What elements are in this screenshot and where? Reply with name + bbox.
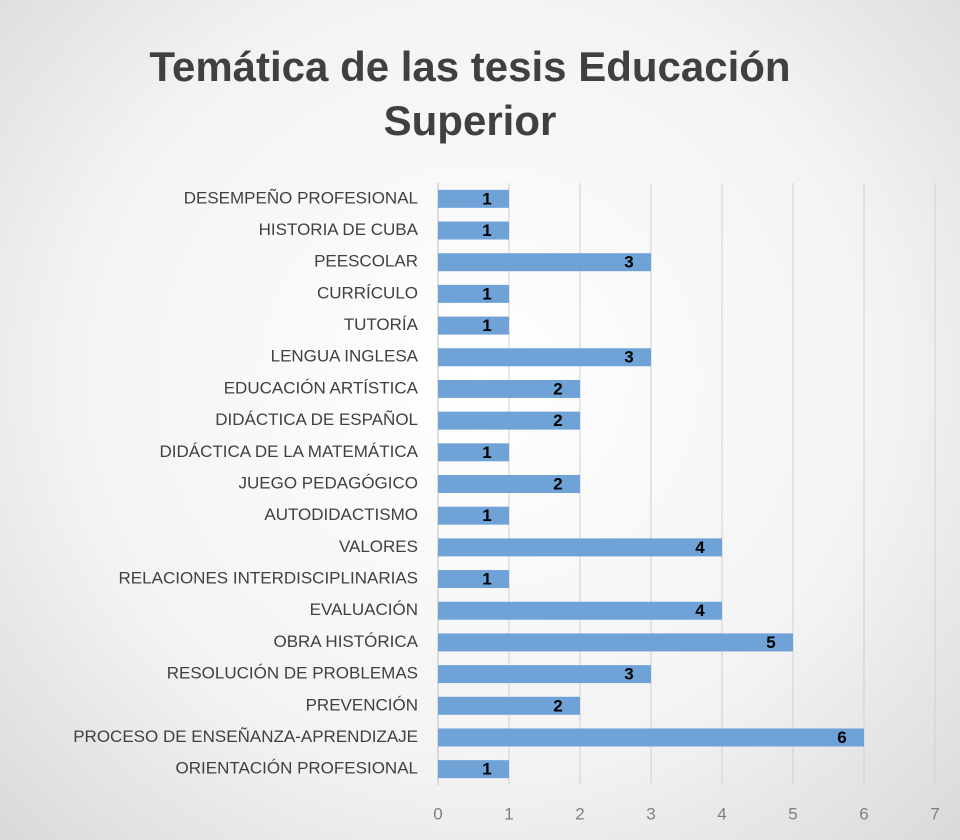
y-tick-label: LENGUA INGLESA <box>271 347 419 366</box>
bar <box>438 189 509 208</box>
y-tick-label: HISTORIA DE CUBA <box>259 220 419 239</box>
y-tick-label: JUEGO PEDAGÓGICO <box>239 473 418 492</box>
bar <box>438 570 509 589</box>
x-tick-label: 0 <box>433 804 442 823</box>
value-label: 6 <box>837 728 846 747</box>
bar <box>438 348 651 367</box>
value-label: 5 <box>766 633 775 652</box>
value-label: 1 <box>482 221 491 240</box>
chart-title: Temática de las tesis Educación Superior <box>149 43 791 144</box>
y-tick-label: VALORES <box>339 537 418 556</box>
bar <box>438 253 651 272</box>
value-label: 1 <box>482 570 491 589</box>
value-label: 3 <box>624 348 633 367</box>
bar <box>438 601 722 620</box>
value-label: 3 <box>624 253 633 272</box>
bar <box>438 665 651 684</box>
y-tick-label: PREVENCIÓN <box>306 695 418 714</box>
x-tick-label: 1 <box>504 804 513 823</box>
y-tick-label: RELACIONES INTERDISCIPLINARIAS <box>119 569 418 588</box>
value-label: 2 <box>553 696 562 715</box>
value-label: 2 <box>553 474 562 493</box>
y-tick-label: PROCESO DE ENSEÑANZA-APRENDIZAJE <box>73 727 418 746</box>
bar <box>438 316 509 335</box>
value-label: 1 <box>482 760 491 779</box>
value-label: 1 <box>482 284 491 303</box>
bar <box>438 221 509 240</box>
value-label: 1 <box>482 443 491 462</box>
bar <box>438 379 580 398</box>
y-tick-label: TUTORÍA <box>344 315 419 334</box>
y-tick-label: EDUCACIÓN ARTÍSTICA <box>224 378 419 397</box>
value-label: 4 <box>695 601 705 620</box>
value-label: 2 <box>553 379 562 398</box>
bar <box>438 633 793 652</box>
value-label: 1 <box>482 506 491 525</box>
y-tick-label: DESEMPEÑO PROFESIONAL <box>184 188 418 207</box>
value-label: 2 <box>553 411 562 430</box>
bar <box>438 284 509 303</box>
y-tick-label: PEESCOLAR <box>314 252 418 271</box>
x-tick-label: 4 <box>717 804 726 823</box>
bar <box>438 696 580 715</box>
x-tick-label: 2 <box>575 804 584 823</box>
y-tick-label: RESOLUCIÓN DE PROBLEMAS <box>167 664 418 683</box>
bar <box>438 475 580 493</box>
x-tick-label: 3 <box>646 804 655 823</box>
value-label: 4 <box>695 538 705 557</box>
x-tick-label: 5 <box>788 804 797 823</box>
y-tick-label: EVALUACIÓN <box>310 600 418 619</box>
x-tick-label: 6 <box>859 804 868 823</box>
value-label: 3 <box>624 665 633 684</box>
value-label: 1 <box>482 316 491 335</box>
bar <box>438 443 509 462</box>
bar <box>438 760 509 779</box>
bar <box>438 506 509 525</box>
x-tick-label: 7 <box>930 804 939 823</box>
bar <box>438 538 722 557</box>
y-tick-label: ORIENTACIÓN PROFESIONAL <box>176 759 418 778</box>
y-tick-label: CURRÍCULO <box>317 283 418 302</box>
bar <box>438 411 580 430</box>
y-tick-label: DIDÁCTICA DE ESPAÑOL <box>215 410 418 429</box>
y-tick-label: DIDÁCTICA DE LA MATEMÁTICA <box>159 442 418 461</box>
value-label: 1 <box>482 189 491 208</box>
y-tick-label: AUTODIDACTISMO <box>264 505 418 524</box>
y-tick-label: OBRA HISTÓRICA <box>273 632 418 651</box>
bar <box>438 728 864 747</box>
